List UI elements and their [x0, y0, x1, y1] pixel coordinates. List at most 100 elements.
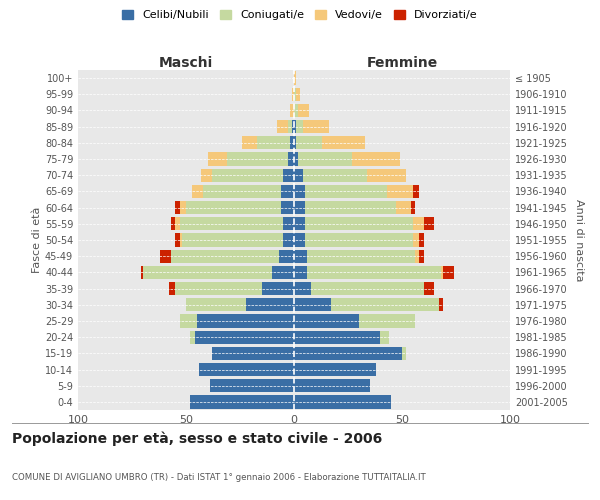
- Bar: [194, 330, 294, 344]
- Bar: [294, 136, 296, 149]
- Bar: [294, 234, 305, 246]
- Bar: [175, 282, 262, 295]
- Bar: [294, 250, 307, 263]
- Bar: [352, 152, 400, 166]
- Bar: [296, 88, 301, 101]
- Bar: [443, 266, 454, 279]
- Bar: [292, 88, 294, 101]
- Bar: [257, 136, 290, 149]
- Bar: [197, 314, 294, 328]
- Text: Maschi: Maschi: [159, 56, 213, 70]
- Bar: [227, 152, 287, 166]
- Bar: [294, 314, 359, 328]
- Bar: [387, 185, 413, 198]
- Bar: [294, 120, 296, 134]
- Bar: [287, 120, 292, 134]
- Bar: [186, 298, 247, 312]
- Bar: [193, 185, 203, 198]
- Bar: [210, 379, 294, 392]
- Bar: [307, 250, 415, 263]
- Bar: [294, 185, 305, 198]
- Bar: [190, 330, 194, 344]
- Bar: [212, 346, 294, 360]
- Bar: [143, 266, 272, 279]
- Bar: [419, 250, 424, 263]
- Bar: [415, 250, 419, 263]
- Bar: [331, 298, 439, 312]
- Bar: [175, 234, 179, 246]
- Bar: [179, 217, 283, 230]
- Text: COMUNE DI AVIGLIANO UMBRO (TR) - Dati ISTAT 1° gennaio 2006 - Elaborazione TUTTA: COMUNE DI AVIGLIANO UMBRO (TR) - Dati IS…: [12, 473, 426, 482]
- Bar: [305, 234, 413, 246]
- Bar: [424, 282, 434, 295]
- Bar: [294, 396, 391, 408]
- Y-axis label: Fasce di età: Fasce di età: [32, 207, 42, 273]
- Bar: [281, 201, 294, 214]
- Bar: [322, 136, 365, 149]
- Bar: [413, 217, 424, 230]
- Bar: [182, 234, 283, 246]
- Bar: [311, 282, 424, 295]
- Text: Femmine: Femmine: [367, 56, 437, 70]
- Bar: [294, 152, 298, 166]
- Bar: [262, 282, 294, 295]
- Bar: [281, 185, 294, 198]
- Bar: [290, 104, 294, 117]
- Bar: [190, 396, 294, 408]
- Bar: [247, 298, 294, 312]
- Bar: [294, 72, 296, 85]
- Bar: [175, 201, 179, 214]
- Bar: [199, 363, 294, 376]
- Bar: [292, 120, 294, 134]
- Bar: [380, 330, 389, 344]
- Bar: [294, 266, 307, 279]
- Bar: [424, 217, 434, 230]
- Bar: [175, 217, 179, 230]
- Bar: [441, 266, 443, 279]
- Bar: [305, 201, 395, 214]
- Bar: [302, 120, 329, 134]
- Bar: [439, 298, 443, 312]
- Bar: [359, 314, 415, 328]
- Bar: [279, 250, 294, 263]
- Bar: [294, 330, 380, 344]
- Bar: [242, 136, 257, 149]
- Legend: Celibi/Nubili, Coniugati/e, Vedovi/e, Divorziati/e: Celibi/Nubili, Coniugati/e, Vedovi/e, Di…: [118, 6, 482, 25]
- Bar: [305, 185, 387, 198]
- Bar: [160, 250, 171, 263]
- Text: Popolazione per età, sesso e stato civile - 2006: Popolazione per età, sesso e stato civil…: [12, 431, 382, 446]
- Bar: [287, 152, 294, 166]
- Bar: [179, 234, 182, 246]
- Bar: [395, 201, 410, 214]
- Bar: [201, 168, 212, 182]
- Bar: [283, 217, 294, 230]
- Bar: [294, 88, 296, 101]
- Bar: [171, 217, 175, 230]
- Bar: [307, 266, 441, 279]
- Bar: [294, 168, 302, 182]
- Bar: [294, 363, 376, 376]
- Bar: [140, 266, 143, 279]
- Bar: [419, 234, 424, 246]
- Bar: [298, 104, 309, 117]
- Bar: [212, 168, 283, 182]
- Bar: [402, 346, 406, 360]
- Bar: [277, 120, 287, 134]
- Bar: [208, 152, 227, 166]
- Bar: [296, 120, 302, 134]
- Bar: [305, 217, 413, 230]
- Bar: [294, 104, 298, 117]
- Bar: [298, 152, 352, 166]
- Bar: [186, 201, 281, 214]
- Bar: [413, 234, 419, 246]
- Bar: [367, 168, 406, 182]
- Bar: [294, 217, 305, 230]
- Bar: [179, 201, 186, 214]
- Bar: [179, 314, 197, 328]
- Y-axis label: Anni di nascita: Anni di nascita: [574, 198, 584, 281]
- Bar: [290, 136, 294, 149]
- Bar: [294, 298, 331, 312]
- Bar: [296, 136, 322, 149]
- Bar: [283, 234, 294, 246]
- Bar: [294, 282, 311, 295]
